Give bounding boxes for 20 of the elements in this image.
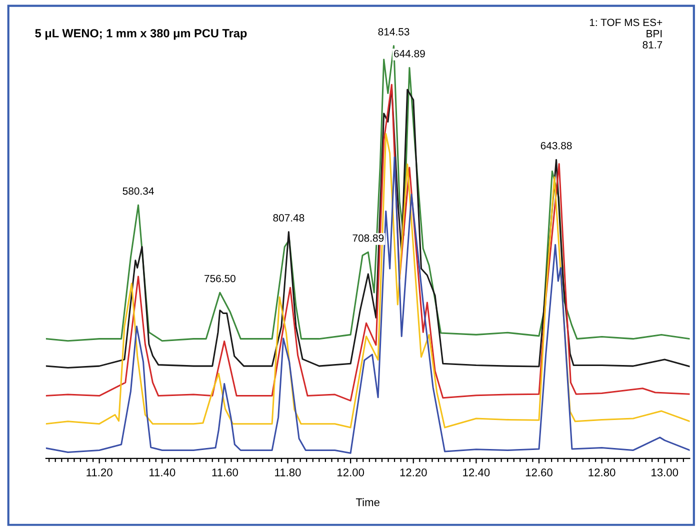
annotation: 644.89 [394, 50, 425, 58]
x-tick-label: 11.20 [86, 468, 112, 476]
x-tick-label: 13.00 [652, 468, 678, 476]
annotation: 1: TOF MS ES+ BPI 81.7 [590, 18, 662, 49]
annotation: 756.50 [204, 274, 236, 282]
chart-title: 5 μL WENO; 1 mm x 380 μm PCU Trap [35, 29, 247, 40]
annotation: 580.34 [122, 187, 154, 195]
x-tick-label: 12.20 [400, 468, 427, 476]
annotation: 643.88 [540, 142, 572, 150]
x-tick-label: 11.40 [149, 468, 176, 476]
x-tick-label: 12.40 [463, 468, 490, 476]
annotation: 708.89 [352, 234, 384, 242]
annotation: 807.48 [273, 214, 304, 222]
x-tick-label: 11.60 [212, 468, 238, 476]
x-axis-title: Time [356, 498, 380, 506]
x-tick-label: 12.80 [588, 468, 616, 476]
x-tick-label: 12.60 [526, 468, 552, 476]
x-tick-label: 12.00 [338, 468, 364, 476]
annotation: 814.53 [378, 28, 410, 36]
x-tick-label: 11.80 [275, 468, 301, 476]
